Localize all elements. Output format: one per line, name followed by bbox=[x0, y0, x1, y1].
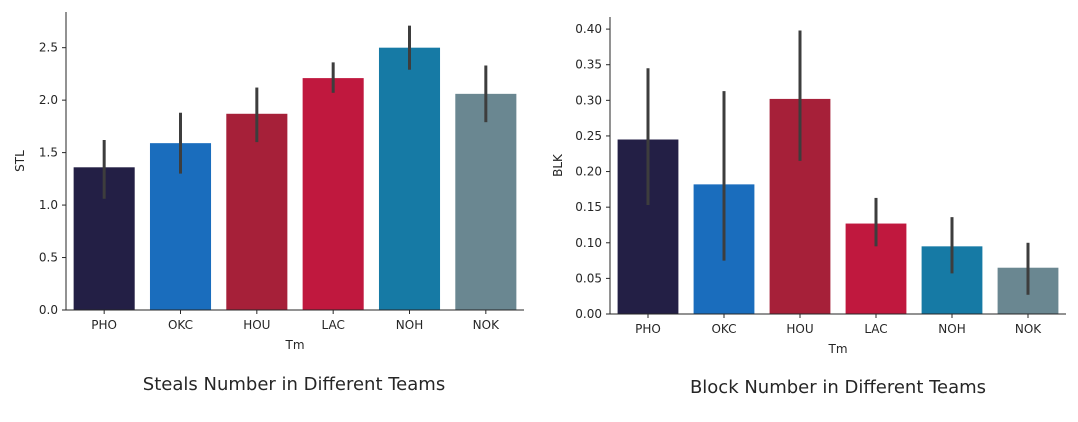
y-axis-label: STL bbox=[13, 150, 27, 172]
x-tick-label: LAC bbox=[864, 322, 887, 336]
steals-chart: PHO OKC HOU LAC NOH NOK 0.0 0.5 1.0 1.5 2.0 2.5 Tm ST… bbox=[13, 12, 524, 395]
x-axis-label: Tm bbox=[827, 342, 847, 356]
y-tick-label: 0.35 bbox=[575, 58, 602, 72]
y-tick-label: 0.0 bbox=[39, 303, 58, 317]
y-tick-label: 1.0 bbox=[39, 198, 58, 212]
y-tick-label: 1.5 bbox=[39, 146, 58, 160]
x-tick-label: OKC bbox=[711, 322, 736, 336]
y-tick-label: 0.15 bbox=[575, 200, 602, 214]
x-tick-label: NOH bbox=[938, 322, 965, 336]
x-tick-label: NOK bbox=[473, 318, 500, 332]
y-tick-label: 0.00 bbox=[575, 307, 602, 321]
x-tick-label: NOH bbox=[396, 318, 423, 332]
y-tick-label: 2.0 bbox=[39, 93, 58, 107]
x-tick-label: LAC bbox=[321, 318, 344, 332]
y-tick-label: 0.5 bbox=[39, 251, 58, 265]
x-tick-label: OKC bbox=[168, 318, 193, 332]
bar-lac bbox=[302, 78, 364, 310]
x-tick-label: NOK bbox=[1015, 322, 1042, 336]
x-tick-label: HOU bbox=[243, 318, 270, 332]
x-tick-label: PHO bbox=[635, 322, 661, 336]
chart-title: Steals Number in Different Teams bbox=[143, 374, 445, 395]
chart-title: Block Number in Different Teams bbox=[690, 377, 986, 398]
y-tick-label: 2.5 bbox=[39, 41, 58, 55]
bar-hou bbox=[226, 113, 288, 310]
bar-nok bbox=[455, 93, 517, 310]
y-tick-label: 0.20 bbox=[575, 165, 602, 179]
y-tick-label: 0.10 bbox=[575, 236, 602, 250]
y-tick-label: 0.05 bbox=[575, 271, 602, 285]
x-tick-label: HOU bbox=[786, 322, 813, 336]
y-axis-label: BLK bbox=[551, 153, 565, 177]
y-tick-label: 0.30 bbox=[575, 93, 602, 107]
x-tick-label: PHO bbox=[91, 318, 117, 332]
y-tick-label: 0.40 bbox=[575, 22, 602, 36]
y-tick-label: 0.25 bbox=[575, 129, 602, 143]
blocks-chart: PHO OKC HOU LAC NOH NOK 0.00 0.05 0.10 0.15 0.20 0.… bbox=[551, 17, 1066, 398]
x-axis-label: Tm bbox=[284, 338, 304, 352]
bar-noh bbox=[378, 47, 441, 311]
